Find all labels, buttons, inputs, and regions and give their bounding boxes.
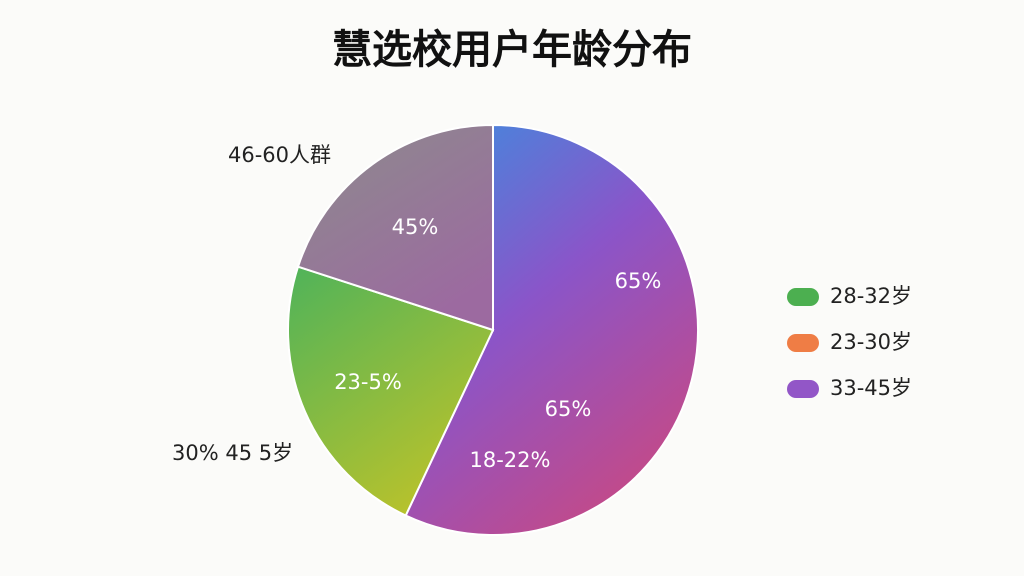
legend: 28-32岁 23-30岁 33-45岁 <box>787 284 912 400</box>
annotation: 65% <box>545 397 592 421</box>
chart-title: 慧选校用户年龄分布 <box>332 27 692 73</box>
annotation: 46-60人群 <box>228 143 331 167</box>
annotation: 23-5% <box>334 370 402 394</box>
annotation: 65% <box>615 269 662 293</box>
annotation: 30% 45 5岁 <box>172 441 293 465</box>
annotation: 45% <box>392 215 439 239</box>
legend-swatch <box>787 334 819 352</box>
pie-slice <box>296 123 494 332</box>
legend-label: 33-45岁 <box>830 376 912 400</box>
labels: 46-60人群 45% 65% 65% 23-5% 18-22% 30% 45 … <box>172 143 661 472</box>
legend-label: 28-32岁 <box>830 284 912 308</box>
pie-slice <box>404 123 699 536</box>
legend-swatch <box>787 288 819 306</box>
annotation: 18-22% <box>470 448 551 472</box>
pie-slice <box>287 265 495 517</box>
legend-label: 23-30岁 <box>830 330 912 354</box>
legend-swatch <box>787 380 819 398</box>
pie <box>287 123 699 536</box>
